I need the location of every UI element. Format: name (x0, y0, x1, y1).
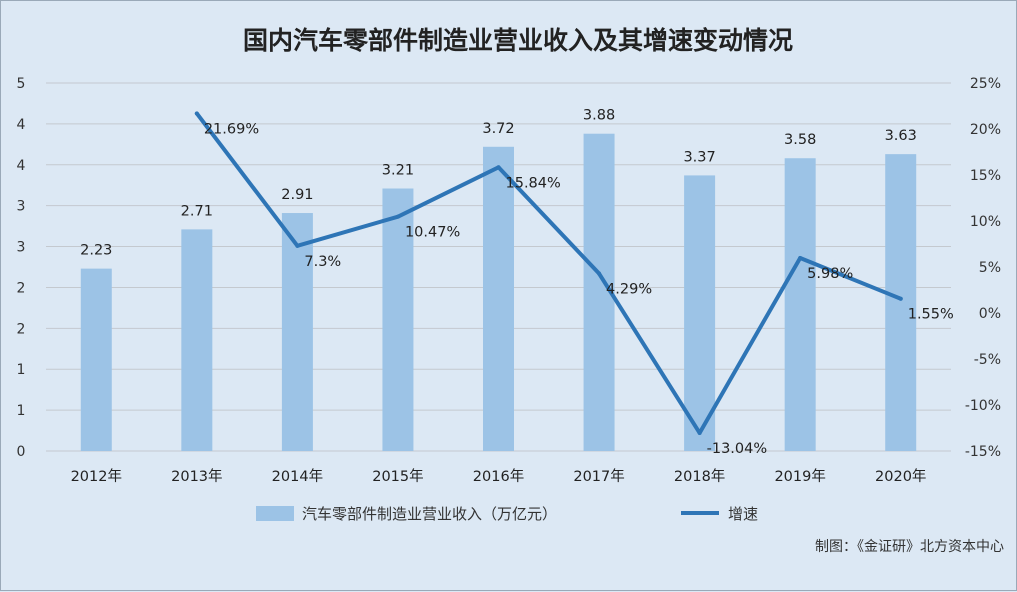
growth-value-label: 4.29% (606, 282, 652, 298)
bar (80, 268, 112, 451)
source-note: 制图：《金证研》北方资本中心 (815, 539, 1004, 555)
bar (382, 188, 414, 451)
legend-bar-label: 汽车零部件制造业营业收入（万亿元） (302, 505, 557, 523)
growth-value-label: 5.98% (807, 266, 853, 282)
right-tick-label: 0% (979, 306, 1001, 322)
bar (181, 229, 213, 451)
x-tick-label: 2018年 (674, 468, 725, 485)
bar-value-label: 2.71 (181, 203, 213, 219)
x-tick-label: 2015年 (372, 468, 423, 485)
growth-point (898, 296, 903, 301)
left-tick-label: 2 (17, 321, 26, 337)
left-tick-label: 0 (17, 444, 26, 460)
right-tick-label: -5% (974, 352, 1001, 368)
left-tick-label: 3 (17, 240, 26, 256)
left-axis-ticks: 0 1 1 2 2 3 3 4 4 5 (17, 76, 26, 460)
growth-point (496, 165, 501, 170)
chart-title: 国内汽车零部件制造业营业收入及其增速变动情况 (243, 26, 793, 55)
x-tick-label: 2013年 (171, 468, 222, 485)
right-tick-label: -10% (965, 398, 1001, 414)
growth-point (295, 243, 300, 248)
bar-value-label: 3.63 (885, 128, 917, 144)
left-tick-label: 3 (17, 199, 26, 215)
bar-value-label: 2.91 (281, 187, 313, 203)
growth-point (798, 255, 803, 260)
left-tick-label: 1 (17, 403, 26, 419)
growth-value-label: 15.84% (506, 175, 561, 191)
x-tick-label: 2012年 (71, 468, 122, 485)
x-tick-label: 2020年 (875, 468, 926, 485)
bar-value-label: 3.88 (583, 108, 615, 124)
legend: 汽车零部件制造业营业收入（万亿元） 增速 (256, 505, 758, 523)
x-tick-label: 2016年 (473, 468, 524, 485)
growth-point (697, 430, 702, 435)
growth-point (597, 271, 602, 276)
growth-line-path (194, 111, 903, 435)
left-tick-label: 1 (17, 362, 26, 378)
bar (684, 175, 716, 452)
left-tick-label: 2 (17, 280, 26, 296)
growth-value-label: -13.04% (707, 441, 768, 457)
left-tick-label: 5 (17, 76, 26, 92)
bar (483, 146, 514, 451)
growth-point (194, 111, 199, 116)
data-labels: 2.23 2.71 2.91 3.21 3.72 3.88 3.37 3.58 3.63 21.6… (80, 108, 954, 457)
left-tick-label: 4 (17, 158, 26, 174)
bars (80, 133, 917, 452)
right-tick-label: 25% (970, 76, 1001, 92)
bar (281, 213, 313, 451)
growth-value-label: 1.55% (908, 307, 954, 323)
bar-value-label: 3.21 (382, 162, 414, 178)
bar (885, 154, 917, 451)
bar-value-label: 3.37 (683, 149, 715, 165)
x-tick-label: 2014年 (272, 468, 323, 485)
bar-value-label: 3.58 (784, 132, 816, 148)
x-axis-ticks: 2012年 2013年 2014年 2015年 2016年 2017年 2018年 2019年… (71, 468, 927, 485)
x-tick-label: 2017年 (573, 468, 624, 485)
growth-line (194, 111, 903, 435)
legend-line-label: 增速 (728, 505, 758, 523)
right-tick-label: 20% (970, 122, 1001, 138)
growth-value-label: 10.47% (405, 225, 460, 241)
bar-value-label: 3.72 (482, 121, 514, 137)
legend-bar-swatch (256, 506, 294, 521)
right-tick-label: 10% (970, 214, 1001, 230)
left-tick-label: 4 (17, 117, 26, 133)
bar (784, 158, 816, 452)
right-tick-label: 5% (979, 260, 1001, 276)
x-tick-label: 2019年 (774, 468, 825, 485)
growth-value-label: 21.69% (204, 121, 259, 137)
bar-value-label: 2.23 (80, 243, 112, 259)
growth-value-label: 7.3% (304, 254, 341, 270)
right-axis-ticks: -15% -10% -5% 0% 5% 10% 15% 20% 25% (965, 76, 1001, 460)
right-tick-label: -15% (965, 444, 1001, 460)
growth-point (395, 214, 400, 219)
right-tick-label: 15% (970, 168, 1001, 184)
